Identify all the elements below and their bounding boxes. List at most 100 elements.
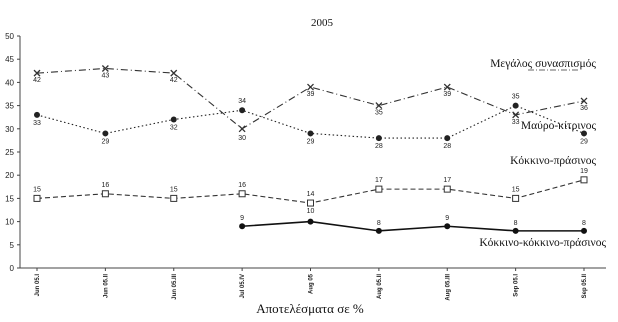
x-tick-label: Jun 05.II: [103, 274, 109, 298]
data-label: 29: [580, 138, 588, 145]
y-tick-label: 0: [10, 264, 15, 273]
data-label: 29: [101, 138, 109, 145]
data-label: 8: [582, 220, 586, 227]
series-line: [36, 104, 585, 139]
series-labels: Μεγάλος συνασπισμός Μαύρο-κίτρινος Κόκκι…: [479, 58, 606, 249]
data-label: 43: [101, 72, 109, 79]
x-tick-label: Jun 05.III: [172, 274, 178, 300]
series-label-0: Μεγάλος συνασπισμός: [490, 58, 596, 70]
x-tick-label: Jun 05.I: [35, 274, 41, 297]
data-point: [102, 130, 109, 137]
data-label: 33: [33, 120, 41, 127]
data-label: 29: [307, 138, 315, 145]
series-label-1: Μαύρο-κίτρινος: [521, 120, 597, 132]
y-tick-label: 20: [5, 171, 14, 180]
y-tick-label: 35: [5, 102, 14, 111]
data-point: [307, 130, 314, 137]
data-point: [307, 83, 314, 91]
y-tick-label: 5: [10, 241, 15, 250]
data-label: 9: [445, 215, 449, 222]
y-tick-label: 30: [5, 125, 14, 134]
data-point: [581, 130, 587, 137]
series-3: 9 8 9 8 8: [239, 215, 587, 234]
data-label: 34: [238, 98, 246, 105]
data-point: [444, 223, 451, 230]
data-point: [375, 102, 383, 110]
data-label: 15: [512, 186, 520, 193]
x-tick-label: Aug 05: [309, 273, 315, 294]
data-point: [170, 194, 178, 202]
data-point: [512, 227, 519, 234]
data-label: 39: [307, 91, 315, 98]
data-point: [170, 69, 178, 77]
data-label: 15: [33, 186, 41, 193]
data-point: [238, 125, 246, 133]
data-label: 15: [170, 186, 178, 193]
data-point: [101, 190, 109, 198]
x-tick-label: Aug 05.II: [377, 274, 383, 299]
data-point: [34, 111, 40, 118]
data-label: 30: [238, 135, 246, 142]
series-label-3: Κόκκινο-κόκκινο-πράσινος: [479, 237, 606, 249]
data-label: 10: [307, 208, 315, 215]
data-label: 33: [512, 119, 520, 126]
data-point: [512, 102, 519, 109]
data-point: [375, 135, 382, 142]
data-label: 39: [443, 91, 451, 98]
x-tick-label: Aug 05.III: [445, 274, 451, 301]
data-label: 9: [240, 215, 244, 222]
data-point: [580, 97, 588, 105]
data-point: [444, 135, 451, 142]
data-label: 35: [512, 94, 520, 101]
series-line: [36, 67, 585, 130]
x-tick-label: Sep 05.II: [582, 274, 588, 299]
x-axis-label: Αποτελέσματα σε %: [256, 301, 364, 316]
data-point: [170, 116, 177, 123]
data-label: 36: [580, 105, 588, 112]
data-label: 17: [375, 177, 383, 184]
y-axis: 0 5 10 15 20 25 30 35 40 45 50: [5, 32, 20, 273]
data-label: 17: [443, 177, 451, 184]
data-label: 14: [307, 191, 315, 198]
x-tick-label: Sep 05.I: [514, 274, 520, 297]
data-label: 32: [170, 125, 178, 132]
data-point: [33, 194, 41, 202]
data-label: 28: [443, 143, 451, 150]
series-1: 33 29 32 34 29 28 28 35 29: [33, 94, 588, 150]
series-label-2: Κόκκινο-πράσινος: [510, 155, 596, 167]
data-label: 8: [377, 220, 381, 227]
data-point: [239, 223, 246, 230]
data-label: 28: [375, 143, 383, 150]
y-tick-label: 45: [5, 55, 14, 64]
data-point: [307, 218, 314, 225]
data-label: 16: [238, 182, 246, 189]
data-label: 19: [580, 168, 588, 175]
data-label: 8: [514, 220, 518, 227]
y-tick-label: 50: [5, 32, 14, 41]
data-point: [101, 65, 109, 72]
y-tick-label: 15: [5, 194, 14, 203]
data-label: 35: [375, 110, 383, 117]
y-tick-label: 40: [5, 78, 14, 87]
y-tick-label: 25: [5, 148, 14, 157]
series-2: 15 16 15 16 14 17 17 15 19 10: [33, 168, 588, 215]
data-point: [581, 227, 587, 234]
data-label: 42: [33, 77, 41, 84]
x-tick-label: Jul 05.IV: [240, 274, 246, 298]
plot-area: 42 43 42 30 39 35 39 33 36 33 29 32 34 29 28 28 35 29 15 16…: [33, 65, 588, 234]
data-label: 16: [101, 182, 109, 189]
data-point: [239, 107, 246, 114]
y-tick-label: 10: [5, 218, 14, 227]
data-point: [443, 83, 451, 91]
x-axis: Jun 05.I Jun 05.II Jun 05.III Jul 05.IV Aug …: [35, 268, 588, 301]
data-point: [375, 227, 382, 234]
data-point: [307, 199, 314, 207]
data-point: [375, 185, 383, 193]
series-line: [242, 220, 584, 232]
data-point: [512, 194, 520, 202]
data-point: [33, 69, 41, 77]
chart-title: 2005: [311, 17, 334, 29]
data-point: [512, 111, 520, 119]
data-point: [238, 190, 246, 198]
